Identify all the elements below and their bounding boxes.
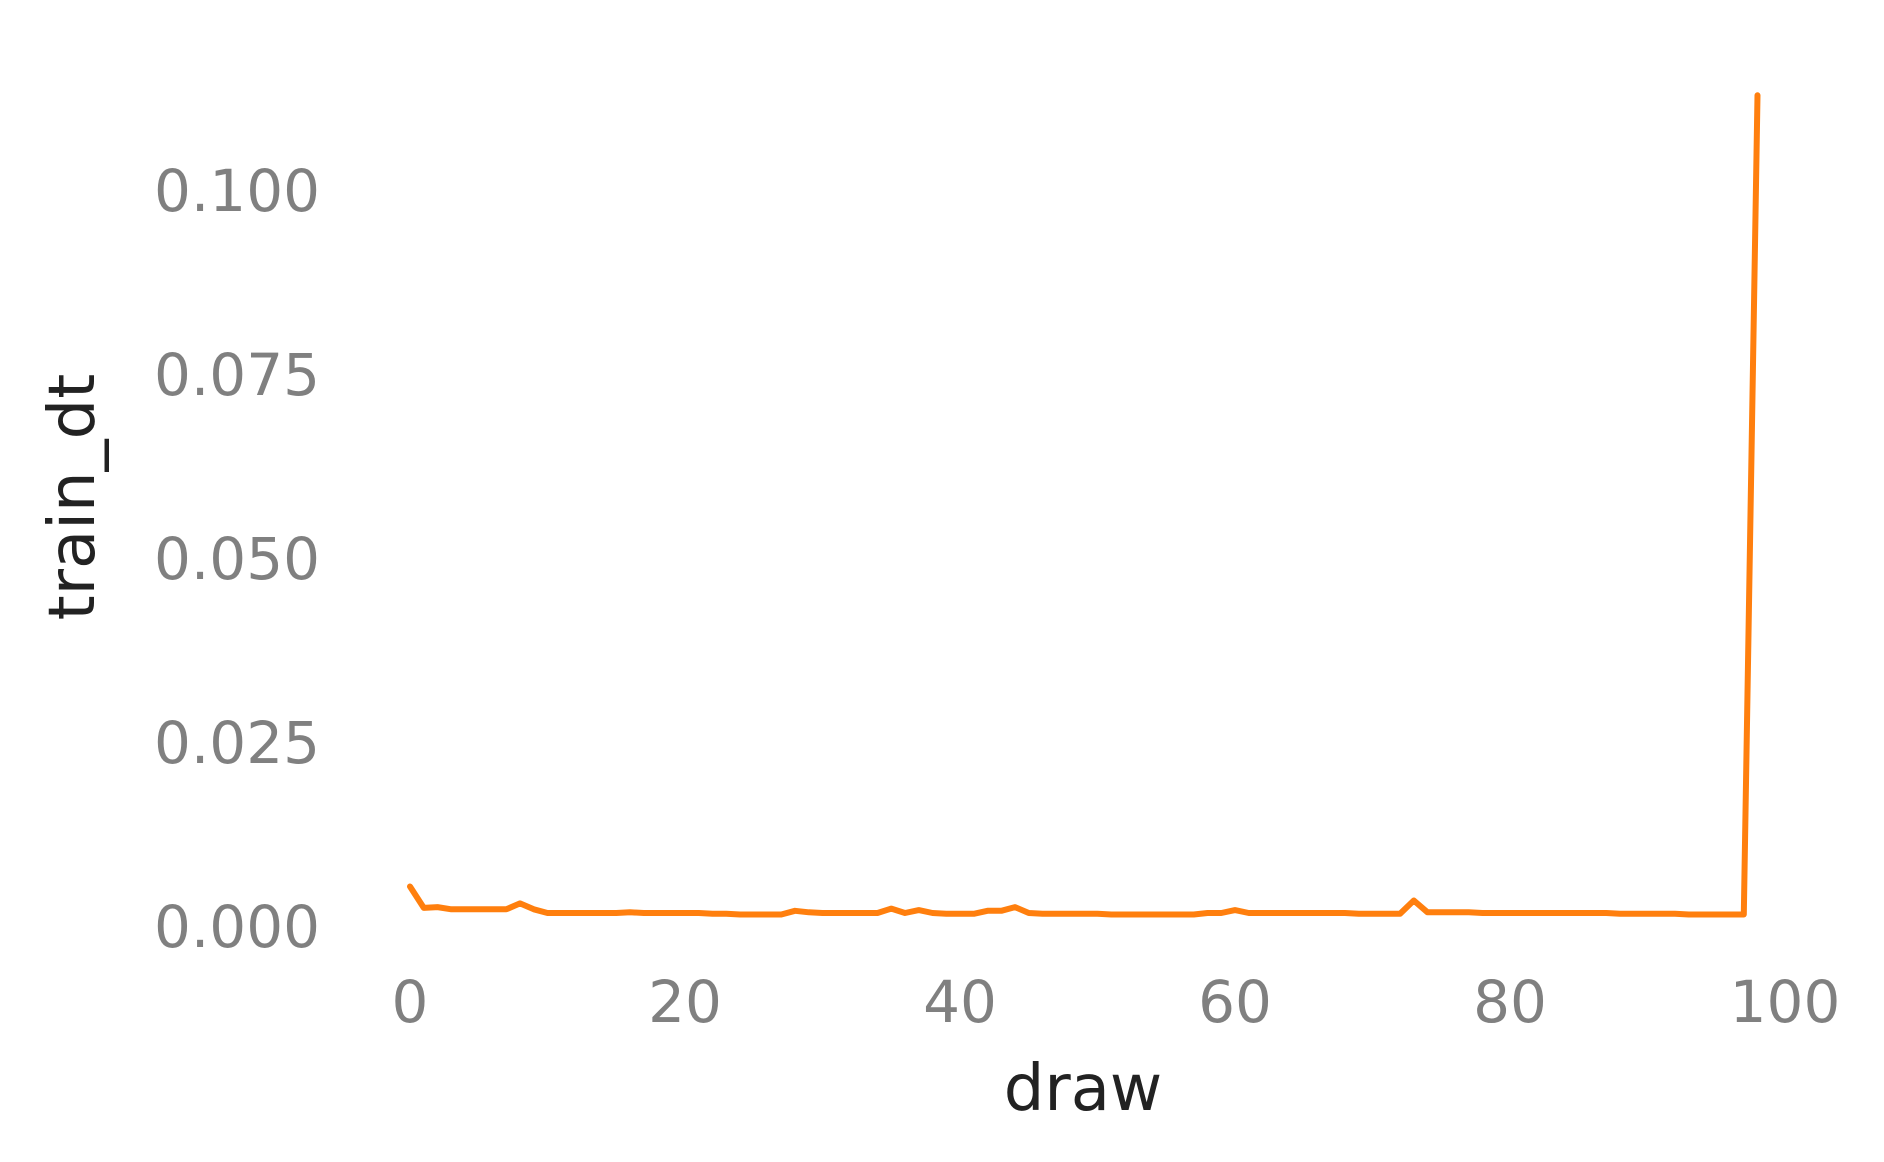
- y-tick-label: 0.000: [154, 893, 320, 961]
- series-layer: [407, 92, 1761, 918]
- y-tick-label: 0.100: [154, 157, 320, 225]
- x-tick-label: 20: [648, 968, 722, 1036]
- x-tick-label: 60: [1198, 968, 1272, 1036]
- y-tick-label: 0.025: [154, 709, 320, 777]
- x-tick-label: 0: [392, 968, 429, 1036]
- x-axis-ticks: 0 20 40 60 80 100: [392, 968, 1841, 1036]
- x-tick-label: 40: [923, 968, 997, 1036]
- y-tick-label: 0.050: [154, 525, 320, 593]
- y-axis-title: train_dt: [36, 374, 110, 621]
- y-axis-ticks: 0.000 0.025 0.050 0.075 0.100: [154, 157, 320, 961]
- y-tick-label: 0.075: [154, 341, 320, 409]
- x-tick-label: 80: [1473, 968, 1547, 1036]
- series-line: [407, 92, 1761, 918]
- x-axis-title: draw: [1004, 1052, 1163, 1126]
- x-tick-label: 100: [1730, 968, 1841, 1036]
